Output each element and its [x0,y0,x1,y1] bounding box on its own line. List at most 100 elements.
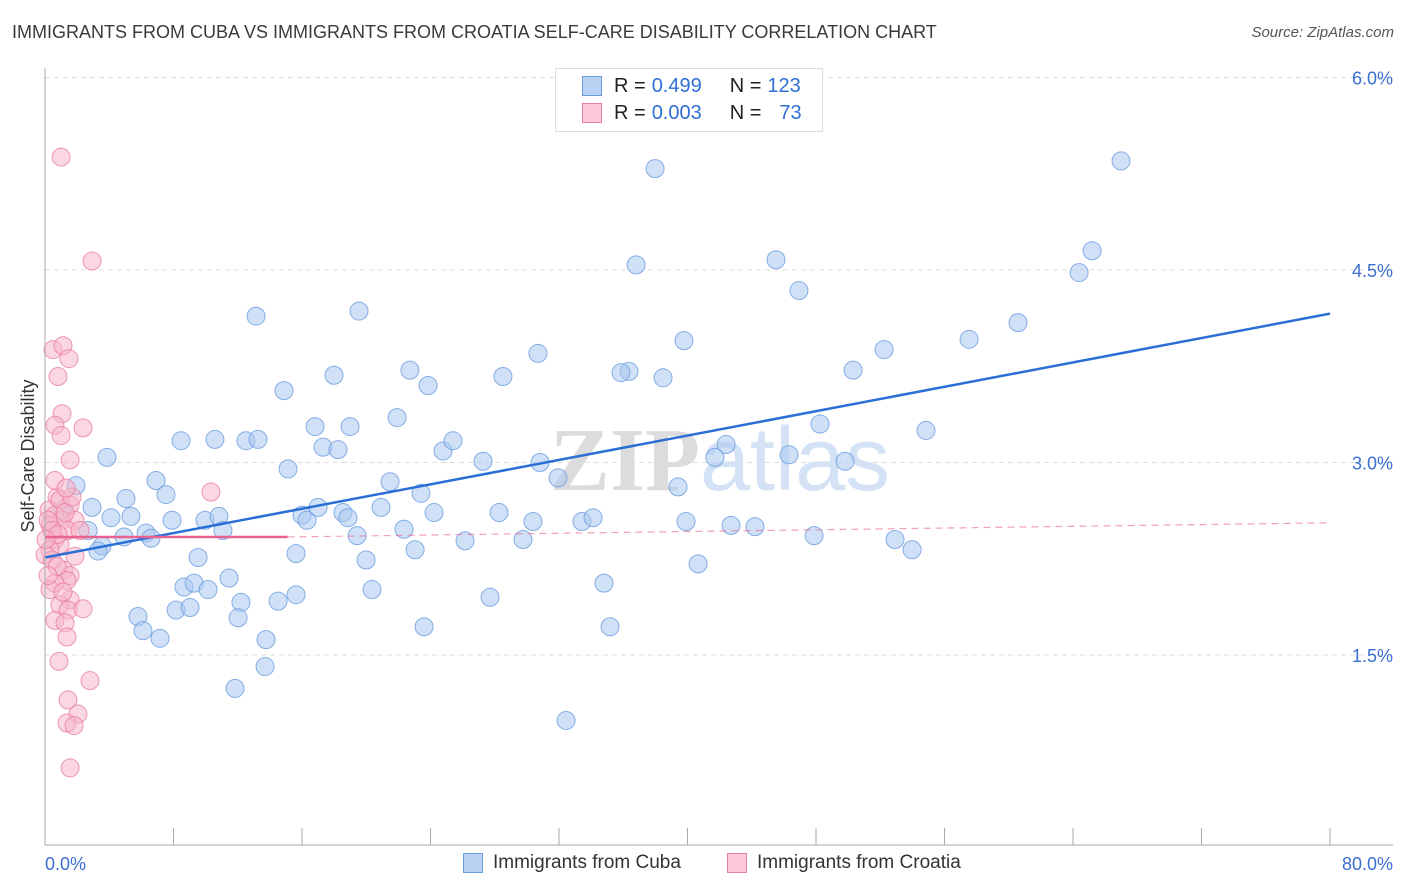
cuba-point [745,517,765,537]
cuba-point [248,429,268,449]
cuba-point [766,250,786,270]
cuba-point [256,630,276,650]
cuba-point [674,331,694,351]
cuba-point [411,483,431,503]
croatia-point [53,582,73,602]
cuba-point [340,417,360,437]
cuba-point [1008,313,1028,333]
cuba-point [188,547,208,567]
croatia-point [73,599,93,619]
cuba-point [916,420,936,440]
croatia-swatch [582,103,602,123]
cuba-point [246,306,266,326]
cuba-point [213,521,233,541]
cuba-point [278,459,298,479]
cuba-point [1069,263,1089,283]
cuba-point [156,485,176,505]
cuba-point [1082,241,1102,261]
r-label: R = [614,74,646,97]
cuba-swatch [582,76,602,96]
cuba-point [394,519,414,539]
cuba-point [180,598,200,618]
legend-item-croatia[interactable]: Immigrants from Croatia [727,852,961,874]
cuba-point [611,363,631,383]
cuba-point [668,477,688,497]
cuba-point [146,470,166,490]
croatia-point [64,716,84,736]
legend-item-cuba[interactable]: Immigrants from Cuba [463,852,681,874]
croatia-point [49,651,69,671]
cuba-point [82,497,102,517]
cuba-legend-swatch [463,853,483,873]
cuba-point [528,343,548,363]
cuba-point [405,540,425,560]
croatia-point [60,450,80,470]
cuba-point [721,515,741,535]
croatia-legend-swatch [727,853,747,873]
cuba-point [455,531,475,551]
cuba-point [443,431,463,451]
croatia-point [38,565,58,585]
cuba-point [843,360,863,380]
cuba-point [583,508,603,528]
croatia-point [73,418,93,438]
cuba-point [1111,151,1131,171]
cuba-point [88,541,108,561]
cuba-point [688,554,708,574]
chart-title: IMMIGRANTS FROM CUBA VS IMMIGRANTS FROM … [12,22,937,42]
cuba-point [286,544,306,564]
cuba-trend-line [44,312,1331,559]
cuba-point [286,585,306,605]
croatia-point [82,251,102,271]
cuba-point [268,591,288,611]
croatia-point [56,478,76,498]
cuba-point [874,340,894,360]
y-tick-label: 6.0% [1352,69,1393,89]
croatia-trend-line [287,522,1331,538]
croatia-point [59,349,79,369]
cuba-point [297,510,317,530]
cuba-point [274,381,294,401]
cuba-point [324,365,344,385]
legend-label-cuba: Immigrants from Cuba [493,852,681,873]
stats-legend: R = 0.499 N = 123 R = 0.003 N = 73 [555,68,823,132]
cuba-point [305,417,325,437]
cuba-point [349,301,369,321]
n-value: 73 [779,101,802,124]
cuba-point [716,435,736,455]
stats-row-cuba: R = 0.499 N = 123 [582,74,801,98]
cuba-point [121,506,141,526]
cuba-point [626,255,646,275]
cuba-point [556,710,576,730]
cuba-point [219,568,239,588]
cuba-point [231,592,251,612]
r-label: R = [614,101,646,124]
cuba-point [424,503,444,523]
croatia-point [58,690,78,710]
cuba-point [97,447,117,467]
cuba-point [101,508,121,528]
legend-label-croatia: Immigrants from Croatia [757,852,961,873]
chart-source: Source: ZipAtlas.com [1251,24,1394,41]
y-tick-label: 1.5% [1352,646,1393,666]
n-label: N = [729,74,762,97]
cuba-point [810,414,830,434]
cuba-point [255,657,275,677]
cuba-point [150,628,170,648]
r-value: 0.499 [651,74,702,97]
croatia-point [57,627,77,647]
y-tick-label: 4.5% [1352,261,1393,281]
cuba-point [804,526,824,546]
croatia-point [70,521,90,541]
x-tick-label-min: 0.0% [45,854,86,874]
cuba-point [600,617,620,637]
cuba-point [198,580,218,600]
croatia-point [80,671,100,691]
n-value: 123 [767,74,801,97]
n-label: N = [729,101,762,124]
cuba-point [171,431,191,451]
cuba-point [705,447,725,467]
y-axis-label: Self-Care Disability [18,379,38,532]
cuba-point [523,512,543,532]
